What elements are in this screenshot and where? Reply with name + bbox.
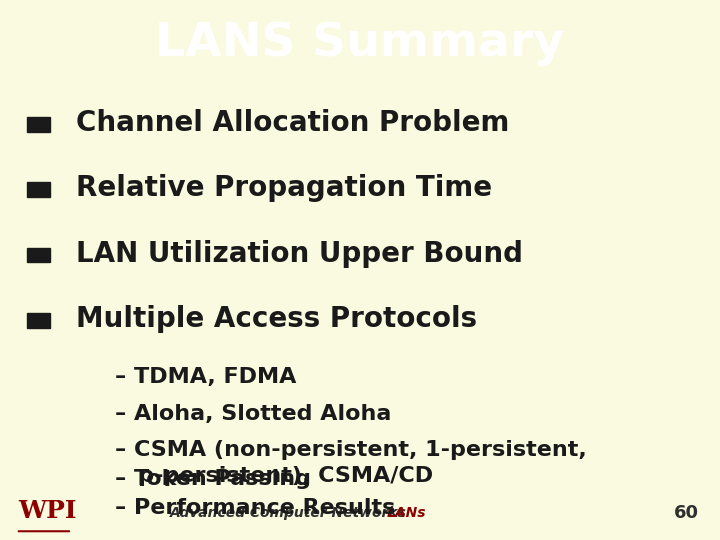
Text: LAN Utilization Upper Bound: LAN Utilization Upper Bound — [76, 240, 523, 268]
Text: – Performance Results: – Performance Results — [115, 497, 395, 517]
Text: Multiple Access Protocols: Multiple Access Protocols — [76, 305, 477, 333]
Text: LANs: LANs — [387, 507, 426, 520]
Text: WPI: WPI — [18, 499, 76, 523]
Text: – Token Passing: – Token Passing — [115, 469, 311, 489]
Text: – TDMA, FDMA: – TDMA, FDMA — [115, 367, 297, 387]
Bar — [27, 248, 50, 262]
Text: Advanced Computer Networks: Advanced Computer Networks — [170, 507, 406, 520]
Bar — [27, 183, 50, 197]
Text: 60: 60 — [673, 504, 698, 522]
Text: – CSMA (non-persistent, 1-persistent,
   p-persistent), CSMA/CD: – CSMA (non-persistent, 1-persistent, p-… — [115, 441, 587, 486]
Bar — [27, 117, 50, 132]
Text: LANS Summary: LANS Summary — [156, 21, 564, 66]
Text: Channel Allocation Problem: Channel Allocation Problem — [76, 109, 509, 137]
Text: – Aloha, Slotted Aloha: – Aloha, Slotted Aloha — [115, 404, 392, 424]
Bar — [27, 313, 50, 327]
Text: Relative Propagation Time: Relative Propagation Time — [76, 174, 492, 202]
